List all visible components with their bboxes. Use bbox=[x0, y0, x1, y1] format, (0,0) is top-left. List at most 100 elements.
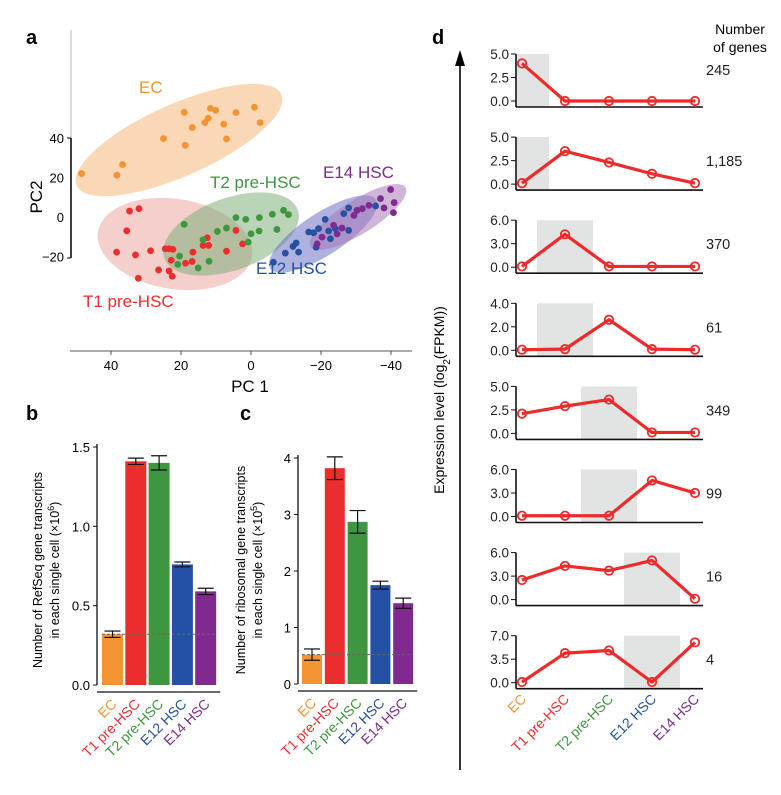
genes-header-line2: of genes bbox=[713, 39, 767, 55]
x-tick-label: −40 bbox=[380, 358, 402, 373]
data-point-e12-hsc bbox=[315, 225, 322, 233]
data-point-ec bbox=[212, 106, 220, 114]
data-point-t2-pre-hsc bbox=[242, 215, 250, 223]
data-point-e14-hsc bbox=[689, 95, 701, 107]
data-point-t1-pre-hsc bbox=[169, 245, 177, 253]
data-point-e12-hsc bbox=[372, 202, 379, 210]
data-point-t1-pre-hsc bbox=[147, 247, 154, 255]
panel-a-pca-scatter: EC T1 pre-HSC T2 pre-HSC E12 HSC E14 HSC 40 20… bbox=[27, 30, 412, 396]
cluster-label-t2-pre-hsc: T2 pre-HSC bbox=[210, 173, 301, 192]
y-tick-label: 1.5 bbox=[72, 440, 90, 455]
data-point-e14-hsc bbox=[338, 224, 346, 232]
data-point-e14-hsc bbox=[689, 178, 701, 189]
data-point-ec bbox=[223, 135, 230, 143]
bar-t2-pre-hsc bbox=[347, 521, 368, 684]
data-point-e12-hsc bbox=[345, 204, 353, 212]
x-tick-label-ec: EC bbox=[504, 691, 529, 716]
y-axis-label-line1: Number of RefSeq gene transcripts bbox=[31, 472, 45, 668]
data-point-e12-hsc bbox=[327, 235, 334, 243]
panel-label-a: a bbox=[26, 27, 38, 49]
cluster-plot-2: 0.0 2.5 5.0 1,185 bbox=[490, 130, 742, 192]
data-point-t1-pre-hsc bbox=[182, 259, 189, 267]
y-axis-label-line2: in each single cell (×106) bbox=[46, 502, 62, 639]
data-point-t2-pre-hsc bbox=[244, 238, 252, 246]
x-tick-label: 20 bbox=[174, 358, 188, 373]
data-point-e14-hsc bbox=[390, 209, 397, 217]
y-tick-label: 4.0 bbox=[490, 296, 509, 311]
data-point-e12-hsc bbox=[646, 261, 658, 272]
data-point-t1-pre-hsc bbox=[223, 247, 230, 255]
data-point-e14-hsc bbox=[350, 212, 358, 219]
cluster-ellipse-ec bbox=[75, 83, 283, 197]
y-tick-label: 0.0 bbox=[490, 676, 509, 691]
y-axis-label-subscript: 2 bbox=[442, 359, 453, 365]
data-point-e12-hsc bbox=[646, 427, 658, 438]
data-point-t1-pre-hsc bbox=[168, 272, 176, 280]
expression-line bbox=[521, 641, 697, 684]
cluster-plot-7: 0.0 3.0 6.0 16 bbox=[490, 546, 722, 608]
bar-e12-hsc bbox=[370, 585, 391, 684]
x-tick-label: 40 bbox=[104, 358, 118, 373]
data-point-e12-hsc bbox=[646, 95, 658, 107]
y-tick-label: 4 bbox=[284, 451, 291, 466]
x-tick-label: −20 bbox=[310, 358, 332, 373]
data-point-e14-hsc bbox=[313, 240, 321, 248]
y-tick-label: 0.0 bbox=[490, 593, 509, 608]
data-point-e14-hsc bbox=[365, 201, 373, 209]
y-tick-label: 5.0 bbox=[490, 379, 509, 394]
data-point-t2-pre-hsc bbox=[180, 220, 188, 228]
data-point-t1-pre-hsc bbox=[559, 95, 571, 107]
panel-label-d: d bbox=[432, 27, 444, 49]
data-point-ec bbox=[188, 124, 196, 131]
gene-count: 16 bbox=[706, 570, 722, 586]
y-tick-label: 0 bbox=[57, 210, 64, 225]
data-point-t1-pre-hsc bbox=[189, 248, 197, 256]
data-point-t1-pre-hsc bbox=[155, 266, 163, 274]
data-point-ec bbox=[256, 119, 264, 126]
arrow-up-icon bbox=[455, 50, 465, 66]
y-tick-label: 2 bbox=[284, 564, 291, 579]
y-tick-label: 3.5 bbox=[490, 652, 509, 667]
bar-e12-hsc bbox=[171, 564, 193, 685]
bar-ec bbox=[302, 654, 322, 684]
data-point-t1-pre-hsc bbox=[559, 401, 571, 412]
y-axis-label-line1: Number of ribosomal gene transcripts bbox=[234, 466, 248, 674]
data-point-e14-hsc bbox=[689, 487, 701, 499]
panel-label-c: c bbox=[240, 403, 251, 425]
data-point-t2-pre-hsc bbox=[603, 510, 615, 521]
data-point-ec bbox=[516, 676, 528, 688]
data-point-t2-pre-hsc bbox=[603, 565, 615, 576]
data-point-t1-pre-hsc bbox=[559, 344, 571, 355]
y-tick-label: 3.0 bbox=[490, 569, 509, 584]
y-tick-label: 0.5 bbox=[72, 599, 90, 614]
data-point-e14-hsc bbox=[390, 199, 398, 206]
genes-header-line1: Number bbox=[715, 21, 765, 37]
data-point-e14-hsc bbox=[318, 233, 326, 241]
data-point-t1-pre-hsc bbox=[123, 227, 131, 235]
data-point-e14-hsc bbox=[333, 230, 341, 238]
data-point-t2-pre-hsc bbox=[176, 252, 184, 260]
y-tick-label: 5.0 bbox=[490, 130, 509, 145]
data-point-e14-hsc bbox=[377, 195, 384, 203]
data-point-ec bbox=[207, 104, 214, 112]
gene-count: 1,185 bbox=[706, 154, 742, 170]
data-point-ec bbox=[516, 510, 528, 521]
data-point-e12-hsc bbox=[646, 555, 658, 566]
y-tick-label: 3.0 bbox=[490, 486, 509, 501]
cluster-label-ec: EC bbox=[139, 78, 163, 97]
data-point-ec bbox=[251, 103, 258, 111]
cluster-plot-3: 0.0 3.0 6.0 370 bbox=[490, 213, 730, 275]
expression-line bbox=[521, 558, 697, 601]
data-point-e12-hsc bbox=[646, 168, 658, 179]
data-point-t1-pre-hsc bbox=[165, 267, 173, 275]
cluster-label-e14-hsc: E14 HSC bbox=[323, 163, 394, 182]
data-point-e14-hsc bbox=[380, 204, 388, 212]
data-point-t2-pre-hsc bbox=[205, 257, 213, 265]
expression-line bbox=[521, 397, 695, 435]
cluster-label-e12-hsc: E12 HSC bbox=[256, 259, 327, 278]
expression-line bbox=[520, 62, 695, 103]
y-axis-label-text: (FPKM)) bbox=[431, 306, 447, 359]
bar-e14-hsc bbox=[393, 603, 414, 684]
data-point-e12-hsc bbox=[646, 676, 658, 688]
data-point-t2-pre-hsc bbox=[280, 206, 287, 214]
